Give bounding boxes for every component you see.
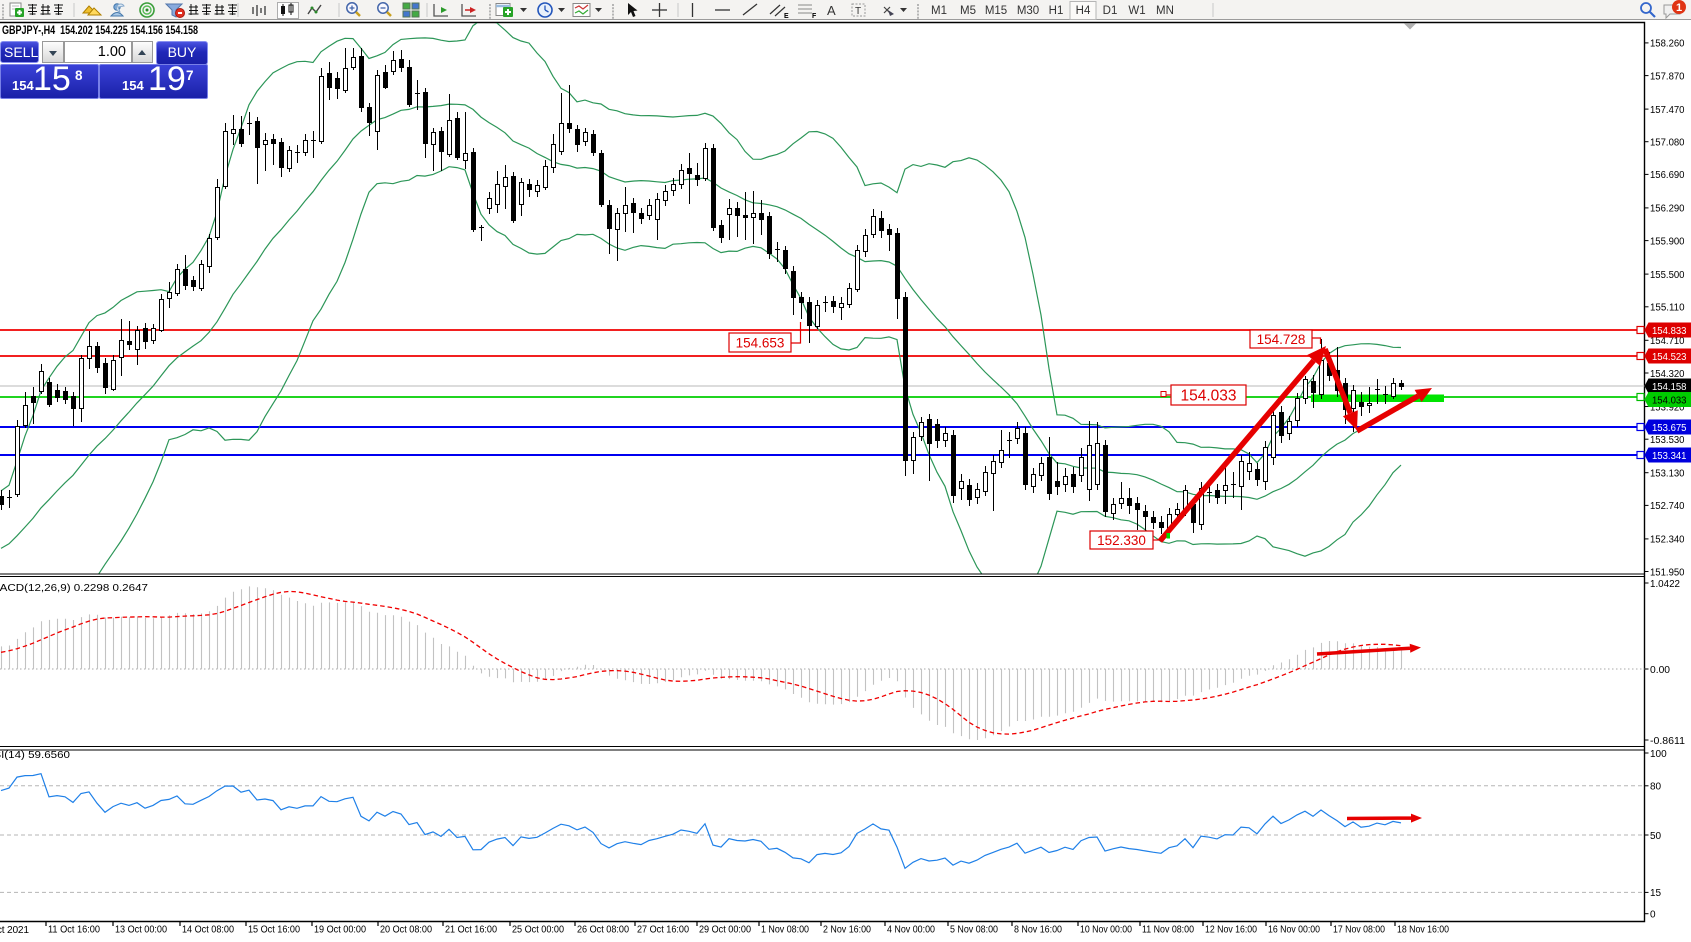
svg-text:100: 100 xyxy=(1650,749,1667,760)
svg-text:20 Oct 08:00: 20 Oct 08:00 xyxy=(380,925,432,936)
svg-text:M15: M15 xyxy=(985,5,1007,17)
svg-text:158.260: 158.260 xyxy=(1650,39,1685,50)
svg-text:GBPJPY-,H4 154.202 154.225 15: GBPJPY-,H4 154.202 154.225 154.156 154.1… xyxy=(2,25,198,37)
svg-text:157.080: 157.080 xyxy=(1650,138,1685,149)
svg-text:8 Nov 16:00: 8 Nov 16:00 xyxy=(1014,925,1062,936)
svg-text:151.950: 151.950 xyxy=(1650,567,1685,578)
svg-text:155.110: 155.110 xyxy=(1650,303,1685,314)
svg-text:25 Oct 00:00: 25 Oct 00:00 xyxy=(512,925,564,936)
svg-text:16 Nov 00:00: 16 Nov 00:00 xyxy=(1268,925,1320,936)
svg-text:H4: H4 xyxy=(1076,5,1091,17)
svg-text:MACD(12,26,9) 0.2298 0.2647: MACD(12,26,9) 0.2298 0.2647 xyxy=(0,582,148,594)
svg-text:154.158: 154.158 xyxy=(1652,382,1687,393)
svg-text:D1: D1 xyxy=(1103,5,1118,17)
svg-text:29 Oct 00:00: 29 Oct 00:00 xyxy=(699,925,751,936)
svg-text:0: 0 xyxy=(1650,910,1656,921)
svg-text:26 Oct 08:00: 26 Oct 08:00 xyxy=(577,925,629,936)
svg-text:154.653: 154.653 xyxy=(736,335,785,350)
svg-text:154.320: 154.320 xyxy=(1650,369,1685,380)
svg-text:153.130: 153.130 xyxy=(1650,469,1685,480)
svg-text:8 Oct 2021: 8 Oct 2021 xyxy=(0,925,29,936)
svg-text:155.900: 155.900 xyxy=(1650,236,1685,247)
svg-text:80: 80 xyxy=(1650,782,1662,793)
svg-text:2 Nov 16:00: 2 Nov 16:00 xyxy=(823,925,871,936)
svg-text:0.00: 0.00 xyxy=(1650,665,1670,676)
svg-text:154.523: 154.523 xyxy=(1652,352,1687,363)
svg-text:153.675: 153.675 xyxy=(1652,423,1687,434)
svg-text:10 Nov 00:00: 10 Nov 00:00 xyxy=(1080,925,1132,936)
svg-text:152.330: 152.330 xyxy=(1097,533,1146,548)
svg-text:19 Oct 00:00: 19 Oct 00:00 xyxy=(314,925,366,936)
svg-text:-0.8611: -0.8611 xyxy=(1650,736,1685,747)
svg-text:A: A xyxy=(827,3,836,18)
svg-text:152.340: 152.340 xyxy=(1650,535,1685,546)
svg-text:F: F xyxy=(812,13,817,20)
svg-text:154.033: 154.033 xyxy=(1652,395,1687,406)
svg-text:21 Oct 16:00: 21 Oct 16:00 xyxy=(445,925,497,936)
svg-text:1.0422: 1.0422 xyxy=(1650,579,1680,590)
svg-text:13 Oct 00:00: 13 Oct 00:00 xyxy=(115,925,167,936)
svg-text:11 Nov 08:00: 11 Nov 08:00 xyxy=(1142,925,1194,936)
svg-text:15 Oct 16:00: 15 Oct 16:00 xyxy=(248,925,300,936)
svg-text:MN: MN xyxy=(1156,5,1174,17)
svg-text:M5: M5 xyxy=(960,5,976,17)
svg-text:14 Oct 08:00: 14 Oct 08:00 xyxy=(182,925,234,936)
svg-text:11 Oct 16:00: 11 Oct 16:00 xyxy=(48,925,100,936)
svg-text:5 Nov 08:00: 5 Nov 08:00 xyxy=(950,925,998,936)
svg-text:E: E xyxy=(784,13,789,20)
svg-text:18 Nov 16:00: 18 Nov 16:00 xyxy=(1397,925,1449,936)
svg-text:157.470: 157.470 xyxy=(1650,105,1685,116)
svg-text:4 Nov 00:00: 4 Nov 00:00 xyxy=(887,925,935,936)
svg-text:15: 15 xyxy=(1650,888,1662,899)
svg-text:17 Nov 08:00: 17 Nov 08:00 xyxy=(1333,925,1385,936)
svg-text:W1: W1 xyxy=(1128,5,1145,17)
svg-text:154.728: 154.728 xyxy=(1257,332,1306,347)
svg-text:T: T xyxy=(855,6,861,17)
svg-text:1: 1 xyxy=(1676,2,1682,14)
svg-text:155.500: 155.500 xyxy=(1650,270,1685,281)
svg-text:156.690: 156.690 xyxy=(1650,170,1685,181)
svg-text:12 Nov 16:00: 12 Nov 16:00 xyxy=(1205,925,1257,936)
svg-text:157.870: 157.870 xyxy=(1650,71,1685,82)
svg-text:154.833: 154.833 xyxy=(1652,326,1687,337)
svg-text:152.740: 152.740 xyxy=(1650,501,1685,512)
svg-text:154.033: 154.033 xyxy=(1180,388,1236,405)
svg-text:153.530: 153.530 xyxy=(1650,435,1685,446)
svg-text:H1: H1 xyxy=(1049,5,1064,17)
svg-text:M1: M1 xyxy=(931,5,947,17)
svg-text:1 Nov 08:00: 1 Nov 08:00 xyxy=(761,925,809,936)
svg-text:153.341: 153.341 xyxy=(1652,451,1687,462)
svg-text:154.710: 154.710 xyxy=(1650,336,1685,347)
svg-text:RSI(14) 59.6560: RSI(14) 59.6560 xyxy=(0,749,70,761)
svg-text:M30: M30 xyxy=(1017,5,1039,17)
svg-text:50: 50 xyxy=(1650,831,1662,842)
svg-text:156.290: 156.290 xyxy=(1650,204,1685,215)
svg-text:27 Oct 16:00: 27 Oct 16:00 xyxy=(637,925,689,936)
